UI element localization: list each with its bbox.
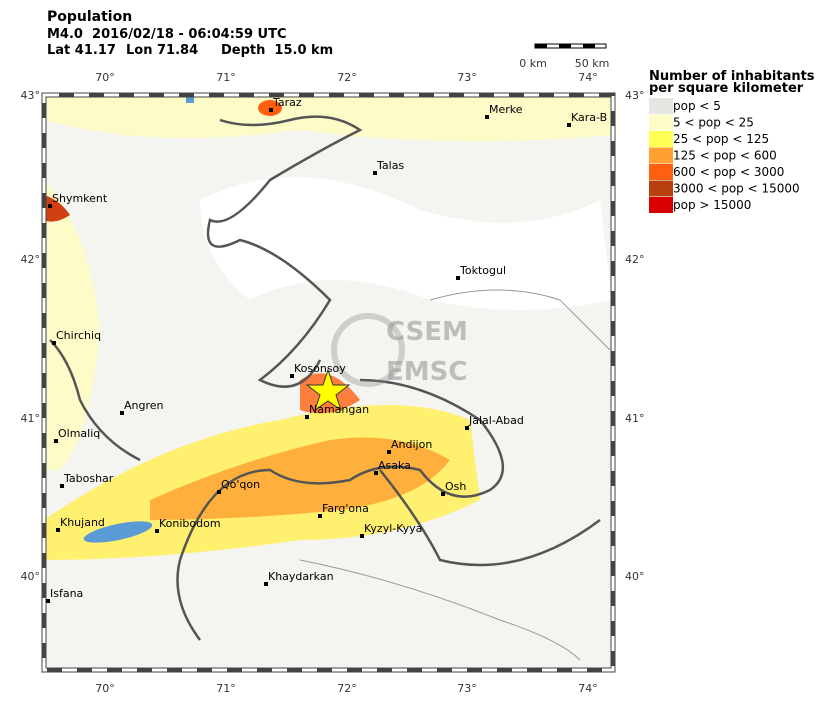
scale-label: 0 km bbox=[519, 57, 547, 70]
lon-tick-label: 70° bbox=[95, 682, 115, 695]
scale-label: 50 km bbox=[575, 57, 610, 70]
lon-tick-label: 74° bbox=[578, 682, 598, 695]
city-marker bbox=[155, 529, 159, 533]
city-label: Taraz bbox=[272, 96, 302, 109]
legend-label: 25 < pop < 125 bbox=[673, 132, 769, 146]
city-marker bbox=[318, 514, 322, 518]
city-marker bbox=[305, 415, 309, 419]
city-label: Qo'qon bbox=[221, 478, 260, 491]
watermark bbox=[331, 313, 405, 387]
legend-title: Number of inhabitants bbox=[649, 69, 815, 84]
city-marker bbox=[217, 490, 221, 494]
city-label: Shymkent bbox=[52, 192, 108, 205]
city-label: Jalal-Abad bbox=[468, 414, 524, 427]
lat-tick-label: 42° bbox=[21, 253, 41, 266]
lat-tick-label: 41° bbox=[625, 412, 645, 425]
city-marker bbox=[290, 374, 294, 378]
city-label: Farg'ona bbox=[322, 502, 369, 515]
lon-info: Lon 71.84 bbox=[126, 43, 198, 58]
legend-label: 125 < pop < 600 bbox=[673, 149, 777, 163]
city-marker bbox=[567, 123, 571, 127]
legend-label: 600 < pop < 3000 bbox=[673, 165, 784, 179]
watermark-text: CSEM bbox=[386, 317, 468, 347]
city-marker bbox=[456, 276, 460, 280]
lat-tick-label: 42° bbox=[625, 253, 645, 266]
city-marker bbox=[264, 582, 268, 586]
city-label: Namangan bbox=[309, 403, 369, 416]
city-label: Konibodom bbox=[159, 517, 221, 530]
legend-label: pop > 15000 bbox=[673, 198, 751, 212]
city-label: Asaka bbox=[378, 459, 411, 472]
legend-swatch bbox=[649, 147, 673, 164]
event-info: M4.0 2016/02/18 - 06:04:59 UTC bbox=[47, 27, 286, 42]
city-label: Kosonsoy bbox=[294, 362, 346, 375]
city-marker bbox=[374, 471, 378, 475]
scale-bar bbox=[534, 43, 607, 49]
city-label: Kyzyl-Kyya bbox=[364, 522, 422, 535]
city-label: Isfana bbox=[50, 587, 83, 600]
legend-swatch bbox=[649, 98, 673, 114]
epicenter-star bbox=[305, 368, 351, 412]
city-label: Khaydarkan bbox=[268, 570, 334, 583]
lon-tick-label: 70° bbox=[95, 71, 115, 84]
city-marker bbox=[54, 439, 58, 443]
city-marker bbox=[465, 426, 469, 430]
city-marker bbox=[360, 534, 364, 538]
lat-tick-label: 41° bbox=[21, 412, 41, 425]
lat-tick-label: 43° bbox=[625, 89, 645, 102]
city-label: Chirchiq bbox=[56, 329, 101, 342]
city-marker bbox=[48, 204, 52, 208]
legend-swatch bbox=[649, 180, 673, 197]
depth-info: Depth 15.0 km bbox=[221, 43, 333, 58]
city-label: Taboshar bbox=[63, 472, 114, 485]
lon-tick-label: 72° bbox=[337, 682, 357, 695]
legend-swatch bbox=[649, 114, 673, 131]
city-label: Khujand bbox=[60, 516, 105, 529]
lon-tick-label: 73° bbox=[457, 682, 477, 695]
title: Population bbox=[47, 9, 132, 25]
legend-title: per square kilometer bbox=[649, 81, 804, 96]
legend-label: 3000 < pop < 15000 bbox=[673, 182, 800, 196]
city-label: Kara-B bbox=[571, 111, 607, 124]
lat-tick-label: 43° bbox=[21, 89, 41, 102]
lon-tick-label: 73° bbox=[457, 71, 477, 84]
legend-swatch bbox=[649, 164, 673, 180]
city-label: Andijon bbox=[391, 438, 432, 451]
legend-swatch bbox=[649, 197, 673, 213]
city-label: Talas bbox=[376, 159, 404, 172]
city-marker bbox=[46, 599, 50, 603]
city-label: Toktogul bbox=[459, 264, 506, 277]
lat-info: Lat 41.17 bbox=[47, 43, 116, 58]
city-marker bbox=[387, 450, 391, 454]
city-label: Osh bbox=[445, 480, 466, 493]
lon-tick-label: 72° bbox=[337, 71, 357, 84]
city-marker bbox=[373, 171, 377, 175]
city-marker bbox=[60, 484, 64, 488]
city-marker bbox=[441, 492, 445, 496]
legend-label: 5 < pop < 25 bbox=[673, 116, 754, 130]
lat-tick-label: 40° bbox=[625, 570, 645, 583]
lon-tick-label: 71° bbox=[216, 71, 236, 84]
city-marker bbox=[56, 528, 60, 532]
lon-tick-label: 74° bbox=[578, 71, 598, 84]
city-label: Angren bbox=[124, 399, 164, 412]
legend-swatch bbox=[649, 131, 673, 147]
city-marker bbox=[120, 411, 124, 415]
city-label: Merke bbox=[489, 103, 523, 116]
lat-tick-label: 40° bbox=[21, 570, 41, 583]
city-marker bbox=[52, 341, 56, 345]
watermark-text: EMSC bbox=[386, 357, 467, 387]
city-label: Olmaliq bbox=[58, 427, 100, 440]
city-marker bbox=[485, 115, 489, 119]
lon-tick-label: 71° bbox=[216, 682, 236, 695]
city-marker bbox=[269, 108, 273, 112]
legend-label: pop < 5 bbox=[673, 99, 721, 113]
